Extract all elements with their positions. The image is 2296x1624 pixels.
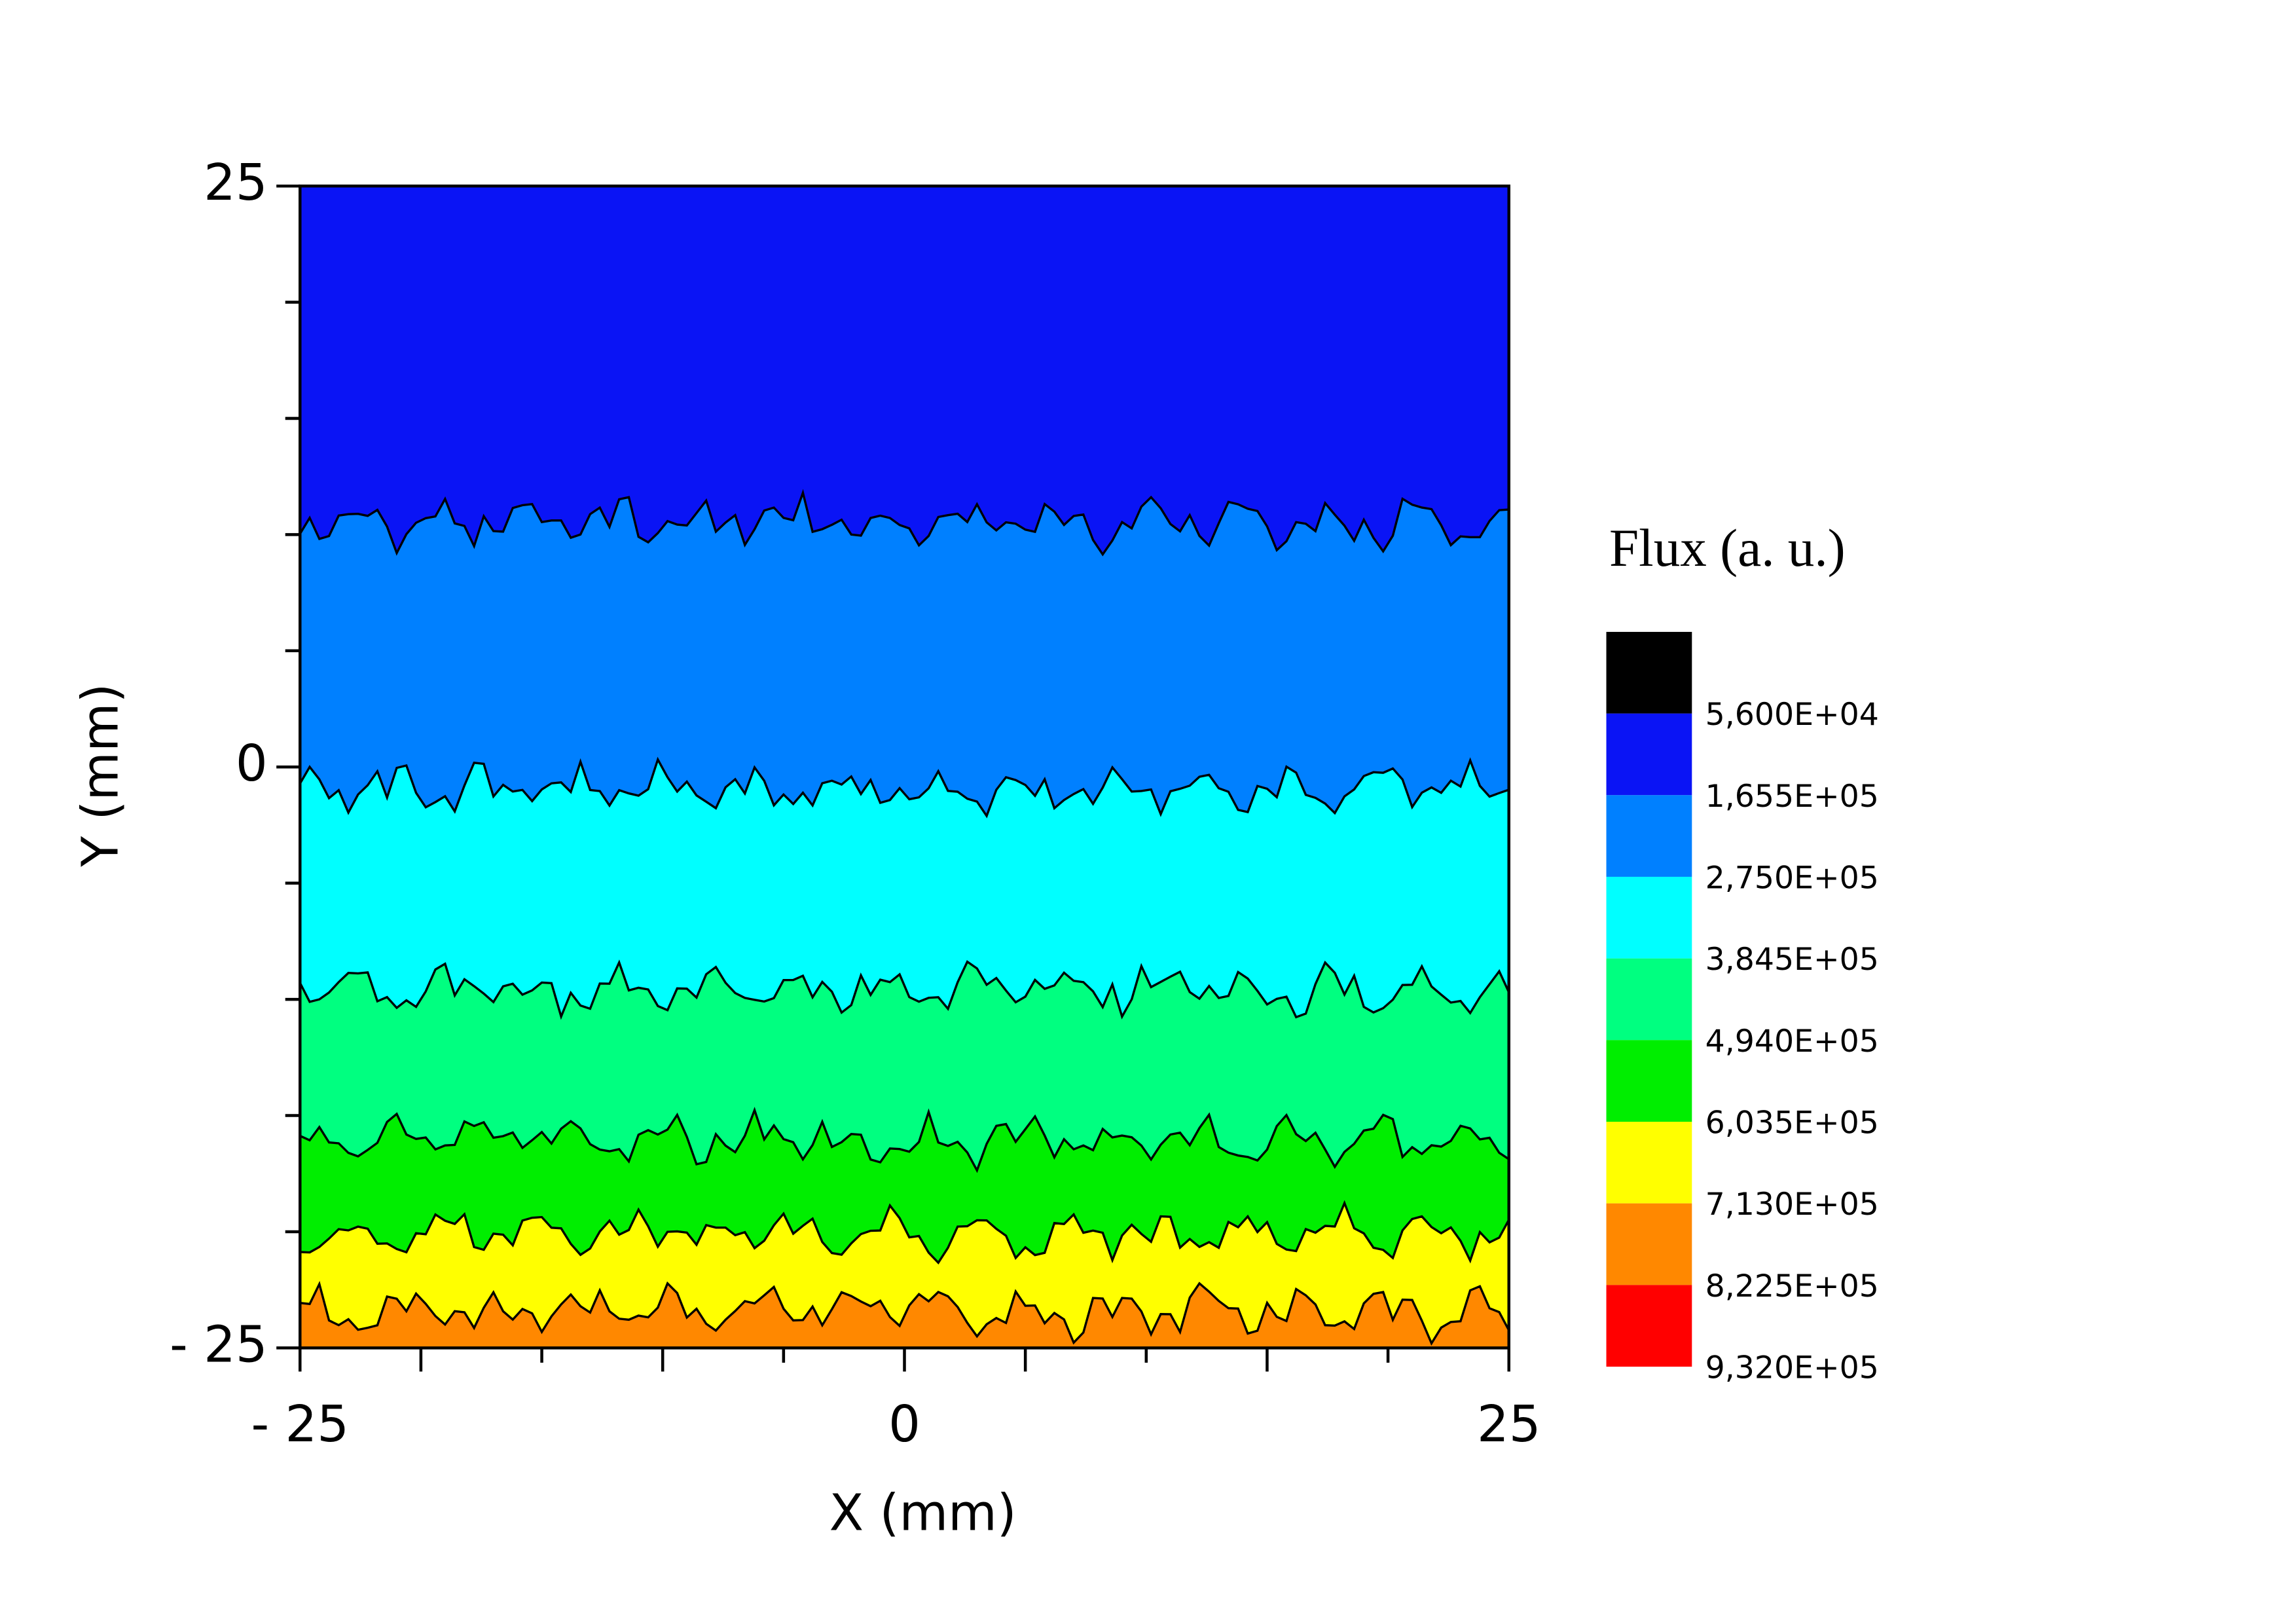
x-tick-label: - 25: [251, 1395, 349, 1454]
y-axis-label: Y (mm): [71, 683, 130, 867]
x-tick-label: 0: [888, 1395, 920, 1454]
colorbar-box: [1606, 631, 1692, 714]
colorbar-box: [1606, 1040, 1692, 1122]
colorbar-box: [1606, 1122, 1692, 1204]
colorbar-box: [1606, 795, 1692, 877]
y-tick-label: 0: [236, 735, 268, 793]
contour-line: [300, 1200, 1510, 1265]
colorbar-label: 1,655E+05: [1705, 779, 1879, 815]
colorbar-box: [1606, 958, 1692, 1041]
colorbar-label: 8,225E+05: [1705, 1268, 1879, 1304]
colorbar-label: 6,035E+05: [1705, 1105, 1879, 1141]
x-axis-label: X (mm): [829, 1484, 1017, 1542]
x-tick-label: 25: [1477, 1395, 1541, 1454]
y-tick-label: - 25: [170, 1316, 268, 1374]
contour-line: [299, 489, 1509, 557]
colorbar-label: 9,320E+05: [1705, 1350, 1879, 1386]
colorbar-label: 5,600E+04: [1705, 697, 1879, 733]
contour-line: [299, 1107, 1510, 1173]
contour-line: [300, 1280, 1510, 1346]
contour-line: [299, 959, 1510, 1020]
colorbar-label: 2,750E+05: [1705, 860, 1879, 896]
y-tick-label: 25: [204, 154, 268, 212]
colorbar-label: 3,845E+05: [1705, 942, 1879, 978]
colorbar-box: [1606, 1285, 1692, 1367]
colorbar-box: [1606, 713, 1692, 796]
colorbar-box: [1606, 1203, 1692, 1285]
colorbar-label: 4,940E+05: [1705, 1024, 1879, 1060]
contour-line: [299, 756, 1510, 819]
colorbar-title: Flux (a. u.): [1609, 519, 1846, 578]
colorbar-box: [1606, 876, 1692, 959]
colorbar-label: 7,130E+05: [1705, 1187, 1879, 1223]
